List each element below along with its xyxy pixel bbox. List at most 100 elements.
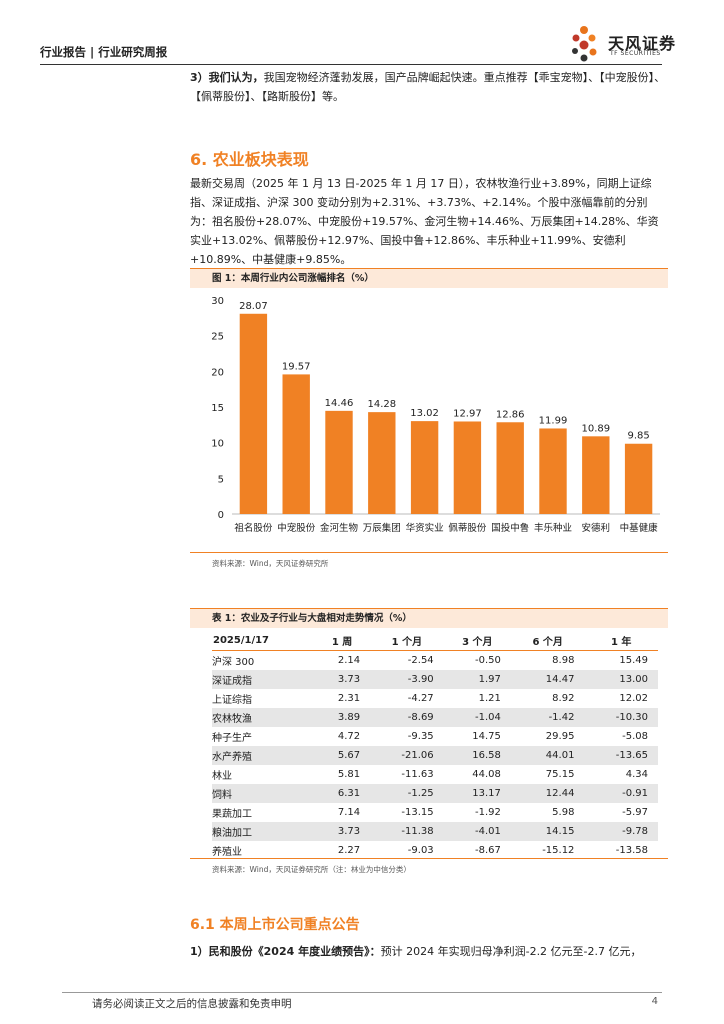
figure-title: 图 1：本周行业内公司涨幅排名（%） (190, 268, 668, 288)
x-tick-label: 中宠股份 (277, 522, 316, 534)
bar (368, 412, 396, 514)
section-body: 最新交易周（2025 年 1 月 13 日-2025 年 1 月 17 日），农… (190, 177, 659, 266)
y-tick-label: 25 (211, 332, 224, 343)
table-cell: -4.01 (443, 822, 511, 841)
table-cell: -10.30 (584, 708, 658, 727)
data-label: 14.46 (325, 398, 354, 409)
col-header: 2025/1/17 (212, 630, 314, 651)
bar (496, 422, 524, 514)
table-cell: -1.25 (370, 784, 444, 803)
table-cell: -1.42 (510, 708, 585, 727)
row-label: 上证综指 (212, 695, 252, 706)
x-tick-label: 万辰集团 (363, 522, 401, 534)
data-label: 14.28 (367, 399, 396, 410)
y-tick-label: 5 (218, 474, 224, 485)
table-cell: 5.98 (552, 807, 575, 818)
data-label: 11.99 (539, 415, 568, 426)
table-cell: -21.06 (370, 746, 444, 765)
table-cell: 3.73 (314, 822, 371, 841)
col-header: 1 个月 (370, 630, 444, 651)
table-bottom-rule (190, 858, 668, 859)
table-cell: -5.97 (622, 807, 648, 818)
table-row: 水产养殖 5.67 -21.06 16.58 44.01 -13.65 (212, 746, 658, 765)
table-cell: 7.14 (337, 807, 361, 818)
bar (624, 443, 653, 514)
table-cell: -0.50 (475, 655, 501, 666)
data-label: 13.02 (410, 408, 439, 419)
table-cell: 14.47 (510, 670, 585, 689)
figure-bottom-rule (190, 552, 668, 553)
table-cell: -11.63 (401, 769, 434, 780)
y-tick-label: 10 (211, 439, 224, 450)
y-tick-label: 30 (211, 296, 224, 307)
table-cell: -13.58 (615, 845, 648, 856)
brand-sub: TF SECURITIES (610, 50, 661, 57)
footer-disclaimer: 请务必阅读正文之后的信息披露和免责申明 (92, 998, 292, 1010)
table-cell: -11.38 (370, 822, 444, 841)
table-cell: 14.75 (472, 731, 501, 742)
table-cell: 3.73 (314, 670, 371, 689)
x-tick-label: 佩蒂股份 (448, 522, 487, 534)
table-cell: 44.01 (510, 746, 585, 765)
col-header: 6 个月 (510, 630, 585, 651)
row-label: 水产养殖 (212, 746, 314, 765)
x-tick-label: 祖名股份 (234, 522, 273, 534)
table-row: 饲料 6.31 -1.25 13.17 12.44 -0.91 (212, 784, 658, 803)
section-title: 6. 农业板块表现 (190, 150, 309, 169)
x-tick-label: 国投中鲁 (491, 522, 529, 534)
y-tick-label: 20 (211, 367, 224, 378)
table-cell: 1.21 (478, 693, 501, 704)
table-row: 粮油加工 3.73 -11.38 -4.01 14.15 -9.78 (212, 822, 658, 841)
bar (325, 410, 353, 514)
intro-text: 我国宠物经济蓬勃发展，国产品牌崛起快速。重点推荐【乖宝宠物】、【中宠股份】、【佩… (190, 71, 666, 103)
table-cell: 2.31 (337, 693, 361, 704)
table-cell: 8.92 (552, 693, 575, 704)
table-cell: -8.69 (370, 708, 444, 727)
table-cell: -4.27 (407, 693, 434, 704)
brand-logo: 天风证券 TF SECURITIES (570, 24, 682, 64)
row-label: 深证成指 (212, 670, 314, 689)
logo-mark-icon (572, 26, 597, 62)
table-cell: 14.15 (510, 822, 585, 841)
row-label: 果蔬加工 (212, 809, 252, 820)
bar-chart: 0 5 10 15 20 25 30 28.07 祖名股份 19.57 中宠股份 14.46 金河生物 1… (211, 296, 660, 534)
col-header: 1 周 (314, 630, 371, 651)
table-cell: -0.91 (584, 784, 658, 803)
row-label: 农林牧渔 (212, 708, 314, 727)
table-row: 沪深 300 2.14 -2.54 -0.50 8.98 15.49 (212, 651, 658, 671)
table-cell: 75.15 (545, 769, 575, 780)
table-cell: 12.44 (510, 784, 585, 803)
data-label: 12.97 (453, 408, 482, 419)
header-divider (40, 64, 662, 65)
x-tick-label: 金河生物 (320, 522, 359, 534)
table-cell: -9.78 (584, 822, 658, 841)
figure-source: 资料来源：Wind，天风证券研究所 (212, 559, 329, 568)
table-cell: 12.02 (619, 693, 648, 704)
table-cell: 16.58 (443, 746, 511, 765)
table-cell: -2.54 (407, 655, 434, 666)
data-label: 12.86 (496, 409, 525, 420)
table-cell: 6.31 (314, 784, 371, 803)
table-row: 农林牧渔 3.89 -8.69 -1.04 -1.42 -10.30 (212, 708, 658, 727)
table-cell: 44.08 (472, 769, 501, 780)
col-header: 3 个月 (443, 630, 511, 651)
subsection-text: 预计 2024 年实现归母净利润-2.2 亿元至-2.7 亿元， (380, 945, 642, 958)
table-cell: 13.17 (443, 784, 511, 803)
table-row: 果蔬加工 7.14 -13.15 -1.92 5.98 -5.97 (212, 803, 658, 822)
data-label: 9.85 (627, 431, 649, 442)
data-label: 10.89 (581, 423, 610, 434)
table-cell: -1.04 (443, 708, 511, 727)
row-label: 种子生产 (212, 733, 252, 744)
y-tick-label: 15 (211, 403, 224, 414)
y-tick-label: 0 (218, 510, 224, 521)
subsection-title: 6.1 本周上市公司重点公告 (190, 917, 360, 933)
table-cell: 4.72 (337, 731, 361, 742)
table-cell: -9.03 (407, 845, 434, 856)
bar (282, 374, 310, 514)
table-title: 表 1：农业及子行业与大盘相对走势情况（%） (190, 608, 668, 628)
performance-table: 2025/1/17 1 周 1 个月 3 个月 6 个月 1 年 沪深 300 2… (212, 630, 658, 860)
subsection-bold: 1）民和股份《2024 年度业绩预告》： (190, 945, 381, 958)
row-label: 饲料 (212, 784, 314, 803)
table-row: 林业 5.81 -11.63 44.08 75.15 4.34 (212, 765, 658, 784)
footer-divider (62, 992, 662, 993)
